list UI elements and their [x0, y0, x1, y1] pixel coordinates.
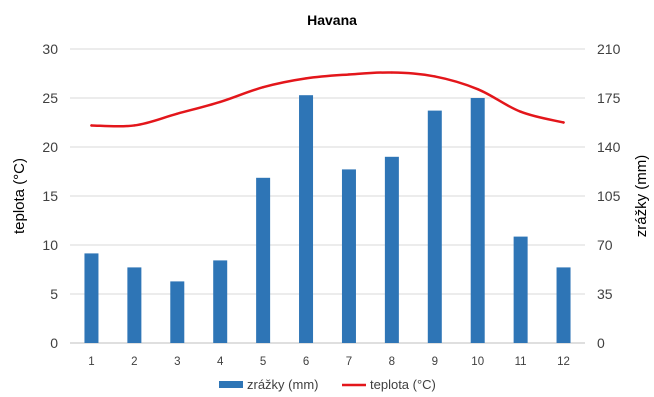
- right-tick-label: 35: [597, 286, 613, 302]
- x-tick-label: 2: [131, 356, 137, 368]
- bar-zrazky-1: [84, 253, 99, 343]
- bar-zrazky-2: [127, 267, 142, 343]
- x-tick-label: 3: [174, 356, 180, 368]
- x-tick-label: 11: [515, 356, 527, 368]
- bar-zrazky-7: [341, 169, 356, 343]
- point-teplota-2: [133, 124, 136, 127]
- point-teplota-7: [347, 73, 351, 76]
- x-tick-label: 9: [432, 356, 438, 368]
- right-tick-label: 210: [597, 41, 621, 57]
- bar-series-zrazky: [84, 95, 571, 343]
- x-tick-label: 5: [260, 356, 266, 368]
- bar-zrazky-3: [170, 281, 185, 343]
- right-axis-ticks: 0 35 70 105 140 175 210: [597, 41, 621, 351]
- bar-zrazky-12: [556, 267, 571, 343]
- point-teplota-4: [219, 100, 222, 104]
- x-tick-label: 8: [389, 356, 395, 368]
- bar-zrazky-6: [299, 95, 314, 343]
- left-tick-label: 0: [50, 335, 58, 351]
- x-tick-label: 12: [557, 356, 570, 368]
- chart-title: Havana: [307, 12, 357, 28]
- legend: zrážky (mm) teplota (°C): [219, 377, 436, 392]
- left-tick-label: 30: [42, 41, 58, 57]
- bar-zrazky-4: [213, 260, 228, 343]
- right-tick-label: 175: [597, 90, 621, 106]
- point-teplota-6: [304, 77, 308, 80]
- legend-label-zrazky: zrážky (mm): [247, 377, 319, 392]
- left-tick-label: 5: [50, 286, 58, 302]
- point-teplota-3: [176, 112, 179, 115]
- left-tick-label: 25: [42, 90, 58, 106]
- right-tick-label: 105: [597, 188, 621, 204]
- x-axis-ticks: 1 2 3 4 5 6 7 8 9 10 11 12: [88, 356, 570, 368]
- left-tick-label: 10: [42, 237, 58, 253]
- right-tick-label: 70: [597, 237, 613, 253]
- point-teplota-1: [90, 124, 93, 127]
- x-tick-label: 6: [303, 356, 309, 368]
- left-tick-label: 20: [42, 139, 58, 155]
- point-teplota-8: [390, 71, 394, 74]
- bar-zrazky-10: [470, 98, 485, 343]
- bar-zrazky-9: [427, 110, 442, 343]
- point-teplota-12: [562, 121, 565, 124]
- x-tick-label: 7: [346, 356, 352, 368]
- bar-zrazky-8: [384, 156, 399, 343]
- line-teplota: [90, 71, 565, 128]
- bar-zrazky-5: [256, 177, 271, 343]
- right-axis-title: zrážky (mm): [633, 155, 650, 238]
- gridlines: [70, 48, 585, 344]
- left-axis-title: teplota (°C): [11, 158, 28, 234]
- point-teplota-9: [433, 75, 436, 78]
- point-teplota-10: [476, 87, 479, 91]
- x-tick-label: 1: [88, 356, 94, 368]
- legend-swatch-zrazky: [219, 381, 243, 388]
- right-tick-label: 140: [597, 139, 621, 155]
- bar-zrazky-11: [513, 236, 528, 343]
- legend-label-teplota: teplota (°C): [370, 377, 436, 392]
- line-series-teplota: [90, 71, 565, 128]
- point-teplota-11: [519, 110, 522, 113]
- point-teplota-5: [261, 86, 265, 89]
- x-tick-label: 10: [471, 356, 484, 368]
- x-tick-label: 4: [217, 356, 224, 368]
- left-axis-ticks: 0 5 10 15 20 25 30: [42, 41, 58, 351]
- left-tick-label: 15: [42, 188, 58, 204]
- right-tick-label: 0: [597, 335, 605, 351]
